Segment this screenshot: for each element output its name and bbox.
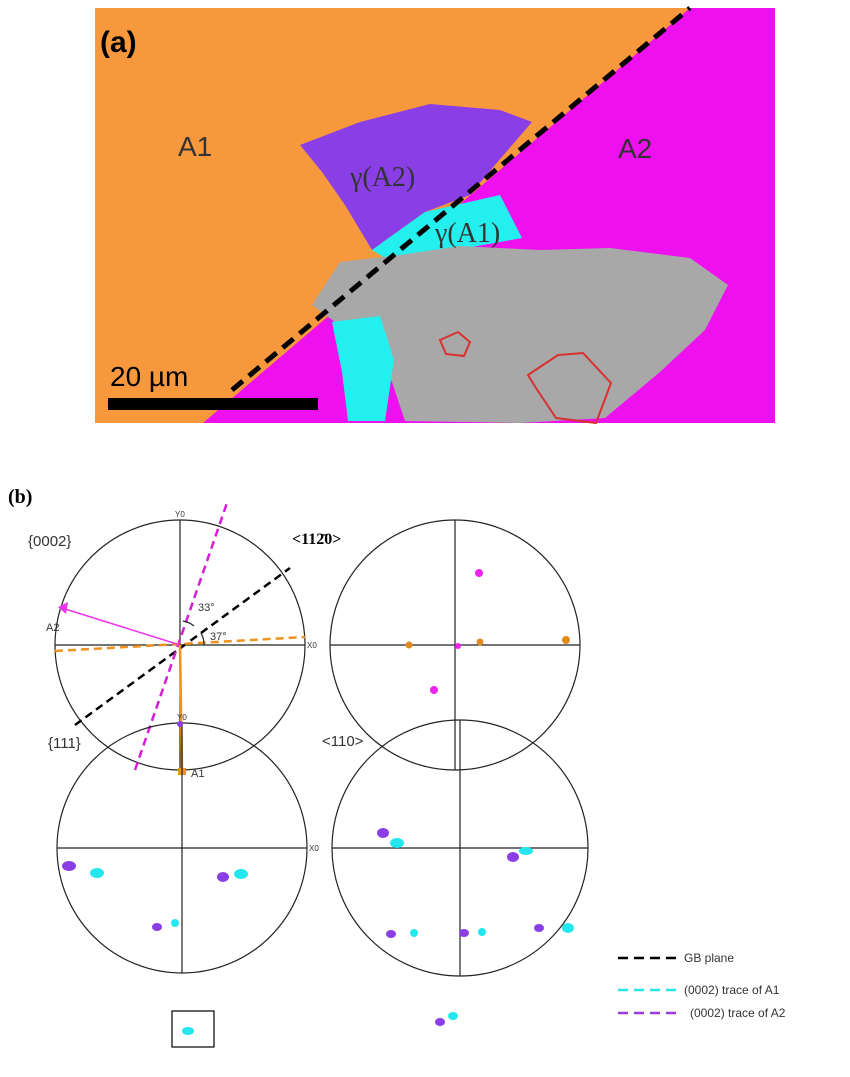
panel-label: (b) bbox=[8, 486, 32, 508]
pole bbox=[410, 929, 418, 937]
pole bbox=[405, 641, 413, 649]
pole bbox=[430, 686, 438, 694]
pole bbox=[90, 868, 104, 878]
legend: GB plane (0002) trace of A1 (0002) trace… bbox=[618, 951, 786, 1020]
angle-arc bbox=[182, 620, 195, 627]
legend-label: (0002) trace of A1 bbox=[684, 983, 780, 997]
grain-label: A2 bbox=[618, 133, 652, 164]
pole bbox=[377, 828, 389, 838]
pole bbox=[435, 1018, 445, 1026]
angle-label: 33° bbox=[198, 602, 215, 614]
gamma-a2-region bbox=[300, 104, 532, 250]
scale-bar bbox=[108, 398, 318, 410]
pole bbox=[519, 847, 533, 855]
pole bbox=[177, 721, 183, 727]
pole bbox=[234, 869, 248, 879]
trace-a2 bbox=[133, 499, 230, 771]
panel-label: (a) bbox=[100, 26, 137, 59]
panel-b: (b) 33° 37° A2 A1 Y0 X0 {0002} bbox=[8, 486, 786, 1048]
pole-figure-title: {0002} bbox=[28, 533, 71, 550]
pole bbox=[562, 923, 574, 933]
axis-label: X0 bbox=[307, 641, 317, 650]
pole bbox=[390, 838, 404, 848]
grain-label: A1 bbox=[178, 131, 212, 162]
pole bbox=[62, 861, 76, 871]
angle-arc bbox=[200, 632, 205, 646]
pole-vector bbox=[61, 607, 181, 646]
axis-label: X0 bbox=[309, 844, 319, 853]
pole-figure-title: <110> bbox=[322, 733, 364, 750]
pole bbox=[534, 924, 544, 932]
pole bbox=[182, 1027, 194, 1035]
pole bbox=[171, 919, 179, 927]
grain-label: γ(A2) bbox=[349, 162, 415, 193]
pole bbox=[217, 872, 229, 882]
angle-label: 37° bbox=[210, 631, 227, 643]
pole bbox=[459, 929, 469, 937]
gray-region bbox=[312, 246, 728, 423]
panel-a: (a) A1 A2 γ(A2) γ(A1) 20 µm bbox=[95, 6, 775, 425]
pole bbox=[152, 923, 162, 931]
gb-trace bbox=[74, 566, 291, 727]
trace-a1 bbox=[54, 635, 306, 653]
pole bbox=[386, 930, 396, 938]
pole bbox=[476, 638, 484, 646]
pole-figure-title: <112̄0> bbox=[292, 531, 341, 548]
highlight-box bbox=[171, 1010, 215, 1048]
axis-label: Y0 bbox=[175, 510, 185, 519]
pole bbox=[448, 1012, 458, 1020]
pole bbox=[475, 569, 483, 577]
legend-label: (0002) trace of A2 bbox=[690, 1006, 786, 1020]
pole bbox=[507, 852, 519, 862]
gamma-a1-lower bbox=[332, 316, 394, 421]
pole-label: A2 bbox=[46, 622, 59, 634]
red-outline bbox=[438, 330, 613, 425]
grain-label: γ(A1) bbox=[434, 218, 500, 249]
pole-label: A1 bbox=[191, 768, 204, 780]
axis-label: Y0 bbox=[177, 713, 187, 722]
gb-trace bbox=[230, 6, 692, 392]
legend-label: GB plane bbox=[684, 951, 734, 965]
pole bbox=[562, 636, 570, 644]
pole-figure-title: {111} bbox=[48, 735, 81, 752]
pole bbox=[455, 643, 461, 649]
scale-label: 20 µm bbox=[110, 361, 188, 392]
pole bbox=[58, 602, 68, 614]
pole bbox=[478, 928, 486, 936]
